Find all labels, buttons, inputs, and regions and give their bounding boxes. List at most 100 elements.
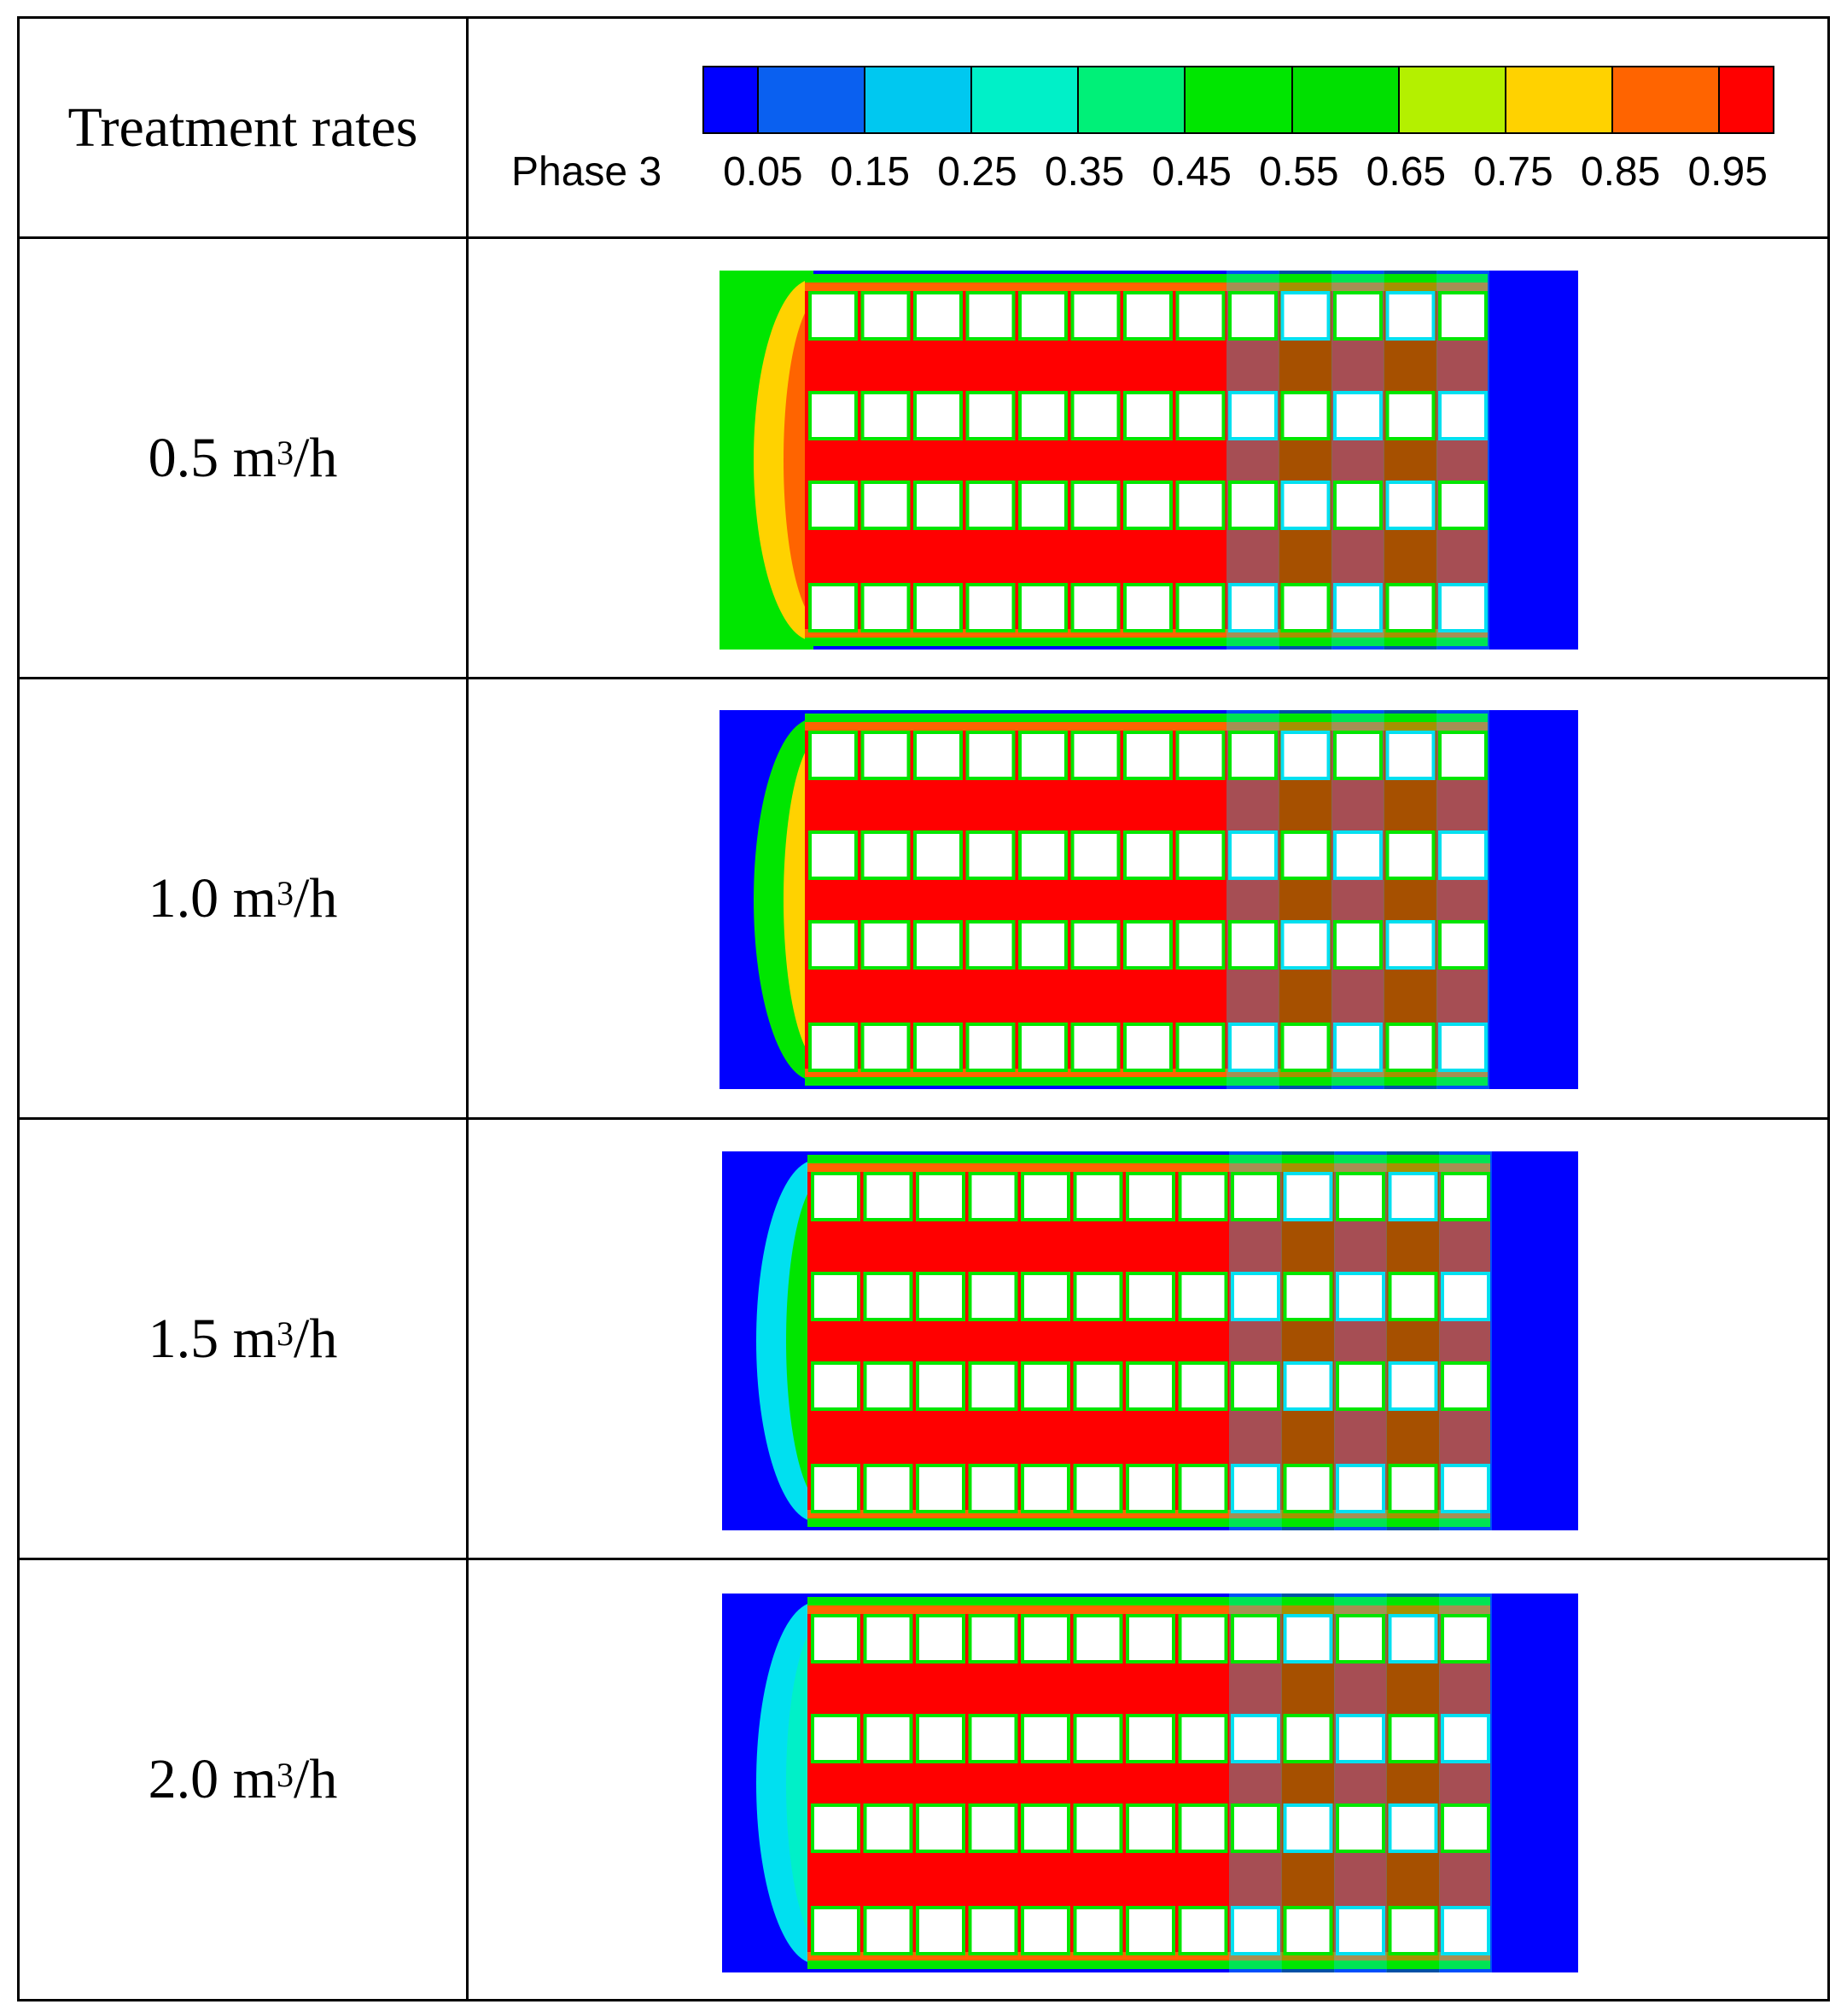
obstacle-block	[1442, 734, 1484, 777]
rate-unit-exp: 3	[277, 1755, 294, 1794]
obstacle-block	[1127, 924, 1169, 966]
obstacle-block	[866, 1467, 910, 1510]
obstacle-block	[969, 394, 1012, 437]
obstacle-block	[1024, 1275, 1067, 1318]
obstacle-block	[1337, 834, 1379, 877]
obstacle-block	[1024, 1807, 1067, 1850]
phase3-body	[805, 291, 1488, 629]
obstacle-block	[1442, 834, 1484, 877]
obstacle-block	[1127, 734, 1169, 777]
obstacle-block	[1442, 484, 1484, 527]
obstacle-block	[919, 1717, 962, 1760]
outlet-zone	[1490, 1594, 1578, 1972]
colorbar-segment	[1292, 67, 1400, 132]
obstacle-block	[1337, 734, 1379, 777]
obstacle-block	[969, 484, 1012, 527]
phase-contour-plot	[720, 710, 1578, 1089]
rate-unit-tail: /h	[294, 426, 338, 489]
obstacle-block	[1074, 294, 1117, 337]
obstacle-block	[1234, 1275, 1277, 1318]
obstacle-block	[1074, 1026, 1117, 1069]
obstacle-block	[1024, 1617, 1067, 1660]
obstacle-block	[1181, 1175, 1225, 1218]
obstacle-block	[1391, 1717, 1435, 1760]
obstacle-block	[1232, 394, 1274, 437]
obstacle-block	[919, 1617, 962, 1660]
obstacle-block	[1442, 1026, 1484, 1069]
rate-label-1: 0.5 m 3/h	[20, 239, 466, 677]
obstacle-block	[1286, 1717, 1330, 1760]
obstacle-block	[1127, 834, 1169, 877]
obstacle-block	[1234, 1717, 1277, 1760]
obstacle-block	[1022, 484, 1064, 527]
obstacle-block	[1286, 1365, 1330, 1407]
row-divider	[17, 236, 1830, 239]
row-divider	[17, 1558, 1830, 1560]
rate-unit-base: m	[232, 866, 277, 929]
obstacle-block	[1024, 1467, 1067, 1510]
obstacle-block	[1129, 1807, 1172, 1850]
obstacle-block	[917, 734, 959, 777]
obstacle-block	[1286, 1909, 1330, 1952]
obstacle-block	[1389, 834, 1432, 877]
obstacle-block	[1076, 1275, 1120, 1318]
obstacle-block	[866, 1365, 910, 1407]
legend-tick-label: 0.45	[1151, 149, 1232, 195]
obstacle-block	[1181, 1365, 1225, 1407]
obstacle-block	[1181, 1807, 1225, 1850]
colorbar-segment	[758, 67, 865, 132]
obstacle-block	[971, 1617, 1015, 1660]
obstacle-block	[917, 924, 959, 966]
rate-unit-exp: 3	[277, 874, 294, 912]
obstacle-block	[1127, 1026, 1169, 1069]
obstacle-block	[1179, 834, 1222, 877]
obstacle-block	[1232, 294, 1274, 337]
obstacle-block	[1074, 394, 1117, 437]
obstacle-block	[814, 1717, 857, 1760]
obstacle-block	[1391, 1175, 1435, 1218]
obstacle-block	[1076, 1365, 1120, 1407]
obstacle-block	[1179, 484, 1222, 527]
obstacle-block	[1337, 394, 1379, 437]
obstacle-block	[1391, 1909, 1435, 1952]
obstacle-block	[1129, 1717, 1172, 1760]
obstacle-block	[1022, 586, 1064, 629]
obstacle-block	[1074, 834, 1117, 877]
obstacle-block	[971, 1467, 1015, 1510]
obstacle-block	[1389, 394, 1432, 437]
rate-unit-exp: 3	[277, 434, 294, 472]
obstacle-block	[969, 734, 1012, 777]
obstacle-block	[1234, 1365, 1277, 1407]
phase-contour-plot	[722, 1151, 1578, 1530]
rate-value: 0.5	[148, 426, 219, 489]
obstacle-block	[1286, 1807, 1330, 1850]
obstacle-block	[1181, 1717, 1225, 1760]
row-divider	[17, 677, 1830, 679]
obstacle-block	[812, 294, 854, 337]
obstacle-block	[1076, 1807, 1120, 1850]
obstacle-block	[1179, 394, 1222, 437]
colorbar-segment	[704, 67, 759, 132]
outlet-zone	[1488, 271, 1578, 650]
obstacle-block	[1442, 394, 1484, 437]
obstacle-block	[864, 394, 907, 437]
obstacle-block	[1339, 1175, 1382, 1218]
obstacle-block	[917, 586, 959, 629]
obstacle-block	[1179, 734, 1222, 777]
obstacle-block	[812, 394, 854, 437]
obstacle-block	[1022, 294, 1064, 337]
obstacle-block	[812, 924, 854, 966]
obstacle-block	[1022, 394, 1064, 437]
obstacle-block	[1024, 1175, 1067, 1218]
obstacle-block	[1234, 1807, 1277, 1850]
obstacle-block	[1284, 834, 1327, 877]
obstacle-block	[1129, 1175, 1172, 1218]
obstacle-block	[1284, 294, 1327, 337]
rate-unit-base: m	[232, 1307, 277, 1370]
obstacle-block	[1024, 1365, 1067, 1407]
obstacle-block	[1391, 1617, 1435, 1660]
phase-contour-plot	[722, 1594, 1578, 1972]
obstacle-block	[1234, 1467, 1277, 1510]
colorbar-segment	[1399, 67, 1507, 132]
obstacle-block	[1337, 294, 1379, 337]
